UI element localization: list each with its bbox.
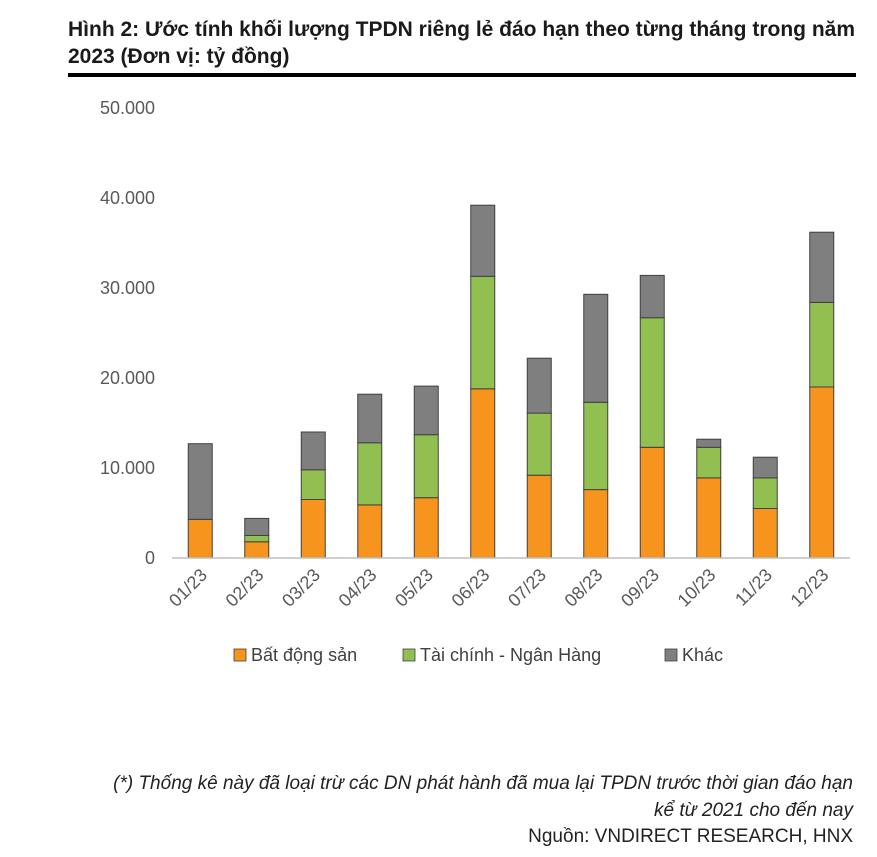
bar-segment-bat-dong-san [413,497,439,559]
bar-segment-bat-dong-san [187,518,213,559]
bar-segment-khac [357,393,383,444]
bar-segment-khac [583,293,609,403]
legend-label: Bất động sản [251,645,357,665]
legend-label: Tài chính - Ngân Hàng [420,645,601,665]
bar-segment-tai-chinh-ngan-hang [639,317,665,448]
bar-segment-khac [413,385,439,436]
legend-label: Khác [682,645,723,665]
bar-segment-tai-chinh-ngan-hang [413,434,439,499]
bar-segment-bat-dong-san [300,499,326,559]
bar-segment-bat-dong-san [526,474,552,559]
source-note: Nguồn: VNDIRECT RESEARCH, HNX [528,826,853,847]
bar-segment-khac [752,456,778,479]
legend-swatch [402,648,416,662]
x-tick-label: 01/23 [165,565,211,611]
x-tick-label: 08/23 [561,565,607,611]
x-tick-label: 07/23 [504,565,550,611]
x-tick-label: 03/23 [278,565,324,611]
bars [187,204,835,559]
bar-segment-khac [470,204,496,277]
x-tick-label: 09/23 [617,565,663,611]
bar-segment-tai-chinh-ngan-hang [752,477,778,509]
bar-segment-tai-chinh-ngan-hang [470,275,496,390]
x-axis: 01/23 02/23 03/23 04/23 05/23 06/23 07/23 08/23… [165,557,850,611]
y-tick-label: 50.000 [100,98,155,118]
bar-segment-khac [696,438,722,448]
bar-segment-bat-dong-san [639,446,665,559]
bar-segment-tai-chinh-ngan-hang [583,401,609,491]
y-tick-label: 10.000 [100,458,155,478]
x-tick-label: 11/23 [731,565,776,610]
bar-segment-tai-chinh-ngan-hang [526,412,552,476]
x-tick-label: 04/23 [335,565,381,611]
bar-segment-tai-chinh-ngan-hang [696,446,722,479]
bar-segment-tai-chinh-ngan-hang [357,442,383,506]
x-tick-label: 10/23 [674,565,720,611]
legend-swatch [233,648,247,662]
y-tick-label: 20.000 [100,368,155,388]
bar-segment-tai-chinh-ngan-hang [244,535,270,543]
y-tick-label: 30.000 [100,278,155,298]
bar-segment-khac [809,231,835,303]
y-tick-label: 40.000 [100,188,155,208]
x-tick-label: 02/23 [222,565,268,611]
bar-segment-khac [244,517,270,536]
bar-segment-bat-dong-san [357,504,383,559]
bar-segment-khac [300,431,326,471]
bar-segment-khac [639,274,665,319]
bar-segment-tai-chinh-ngan-hang [300,469,326,500]
legend: Bất động sản Tài chính - Ngân Hàng Khác [233,645,723,665]
chart-title: Hình 2: Ước tính khối lượng TPDN riêng l… [68,18,856,68]
y-tick-label: 0 [145,548,155,568]
footnote: (*) Thống kê này đã loại trừ các DN phát… [113,773,853,821]
y-axis: 0 10.000 20.000 30.000 40.000 50.000 [100,98,155,568]
title-rule [68,73,856,77]
bar-segment-bat-dong-san [583,489,609,559]
legend-swatch [664,648,678,662]
bar-segment-bat-dong-san [696,477,722,559]
bar-segment-khac [526,357,552,414]
bar-segment-bat-dong-san [244,541,270,559]
x-tick-label: 05/23 [391,565,437,611]
stacked-bar-chart: 0 10.000 20.000 30.000 40.000 50.000 01/23 02/… [100,98,850,665]
bar-segment-tai-chinh-ngan-hang [809,301,835,388]
x-tick-label: 12/23 [787,565,833,611]
x-tick-label: 06/23 [448,565,494,611]
bar-segment-bat-dong-san [470,388,496,559]
bar-segment-khac [187,443,213,520]
bar-segment-bat-dong-san [752,508,778,559]
bar-segment-bat-dong-san [809,386,835,559]
